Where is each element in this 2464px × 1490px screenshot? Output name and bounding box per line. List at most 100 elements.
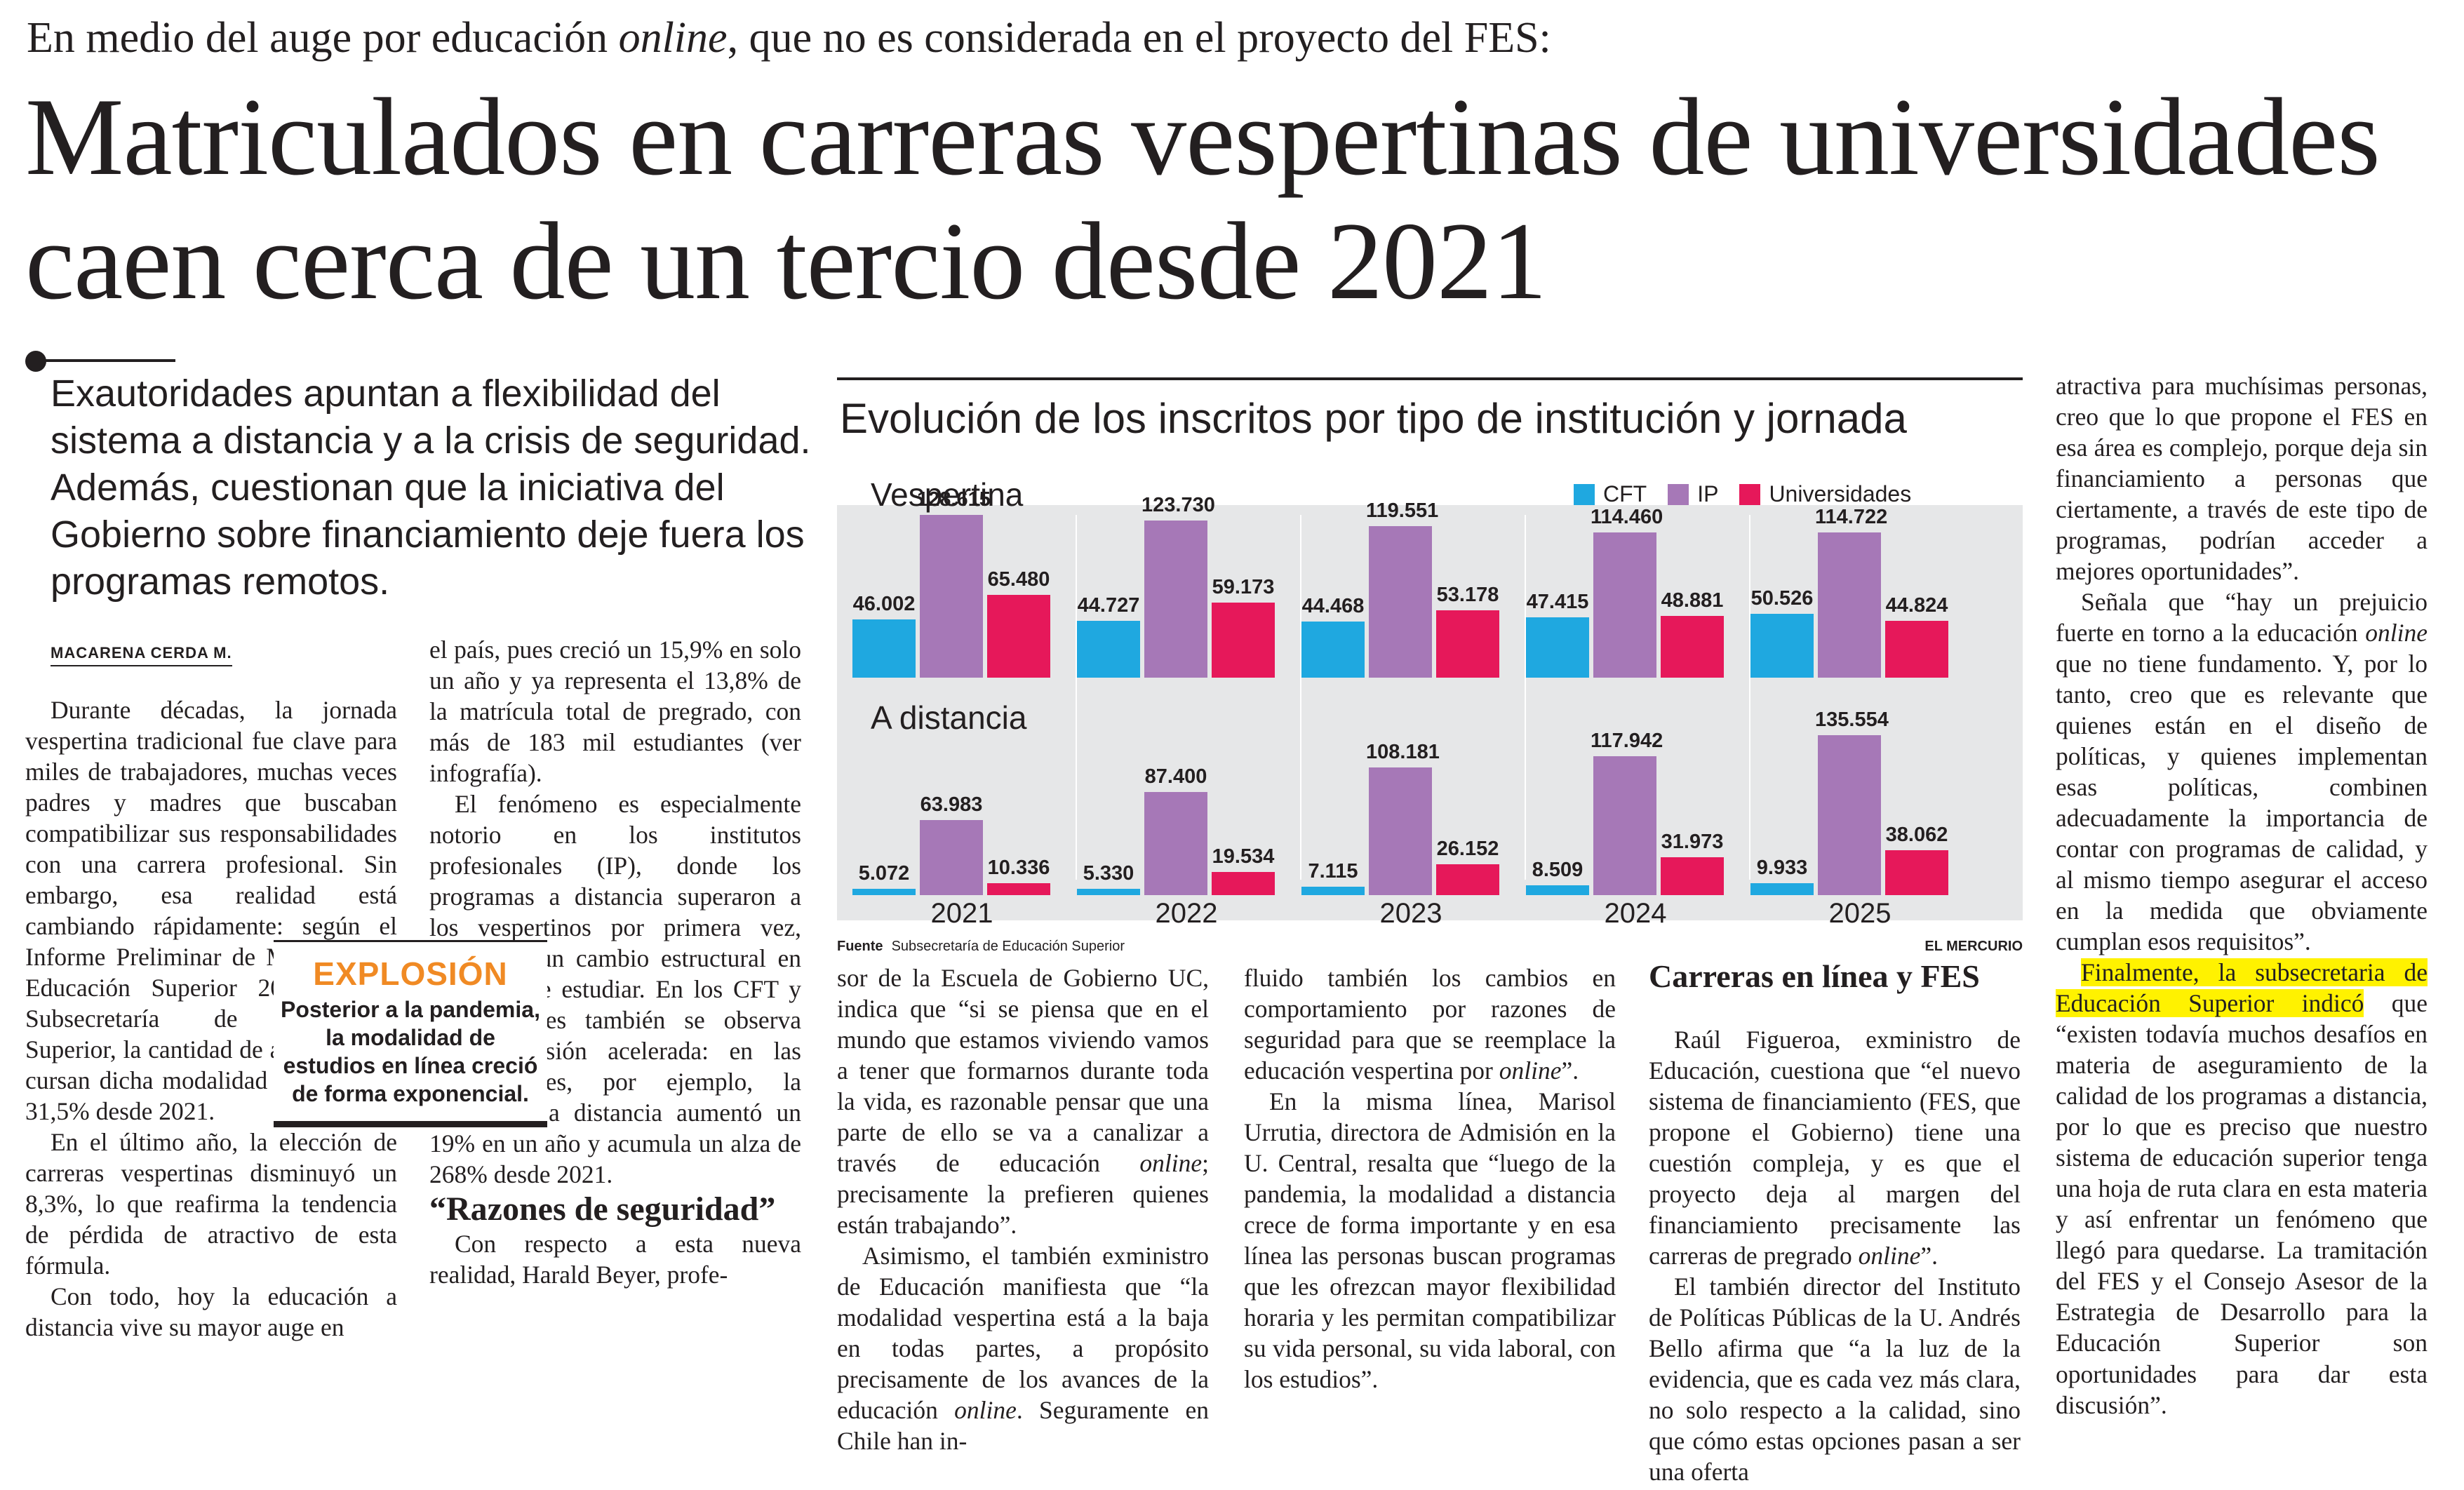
byline: MACARENA CERDA M. [51, 644, 232, 666]
text-run: ; precisamente la prefieren quienes está… [837, 1149, 1209, 1240]
column-6: atractiva para muchísimas personas, creo… [2056, 370, 2428, 1421]
data-label: 46.002 [852, 592, 916, 615]
data-label: 50.526 [1750, 586, 1814, 610]
data-label: 7.115 [1308, 860, 1358, 883]
group-separator [1525, 515, 1526, 880]
bar-a_distancia-cft-2025 [1750, 883, 1814, 895]
paragraph: El fenómeno es especialmente notorio en … [429, 790, 801, 1189]
data-label: 119.551 [1366, 499, 1439, 522]
group-separator [1749, 515, 1750, 880]
headline: Matriculados en carreras vespertinas de … [25, 76, 2381, 323]
bar-vespertina-universidades-2023 [1436, 610, 1499, 678]
bar-a_distancia-universidades-2023 [1436, 864, 1499, 895]
paragraph: el país, pues creció un 15,9% en solo un… [429, 636, 801, 788]
group-label-distancia: A distancia [871, 699, 1027, 736]
rule-line [42, 359, 175, 362]
bar-vespertina-ip-2024 [1593, 532, 1656, 678]
bar-a_distancia-universidades-2021 [987, 882, 1050, 895]
data-label: 63.983 [920, 793, 983, 816]
text-italic: online [1499, 1056, 1562, 1085]
text-italic: online [2365, 619, 2428, 647]
paragraph: sor de la Escuela de Gobierno UC, indica… [837, 962, 1209, 1240]
data-label: 123.730 [1141, 494, 1215, 517]
column-2: el país, pues creció un 15,9% en solo un… [429, 634, 801, 1291]
data-label: 65.480 [987, 568, 1050, 591]
bar-a_distancia-cft-2021 [852, 889, 916, 895]
data-label: 114.460 [1591, 506, 1663, 529]
pull-quote-box: EXPLOSIÓN Posterior a la pandemia, la mo… [274, 940, 547, 1127]
group-label-vespertina: Vespertina [871, 476, 1024, 513]
source-text: Subsecretaría de Educación Superior [891, 939, 1125, 954]
bar-vespertina-cft-2025 [1750, 613, 1814, 678]
paragraph: Raúl Figueroa, exministro de Educación, … [1649, 1024, 2021, 1271]
box-title: EXPLOSIÓN [313, 955, 508, 992]
data-label: 44.468 [1301, 594, 1365, 617]
data-label: 59.173 [1212, 576, 1275, 599]
chart-source: Fuente Subsecretaría de Educación Superio… [837, 939, 2023, 967]
legend-label: Universidades [1769, 481, 1912, 506]
group-separator [1300, 515, 1301, 880]
bar-vespertina-ip-2023 [1369, 525, 1432, 678]
year-label: 2023 [1379, 898, 1442, 929]
text-run: Asimismo, el también exministro de Educa… [837, 1242, 1209, 1425]
text-run: que “existen todavía muchos desafíos en … [2056, 989, 2428, 1419]
chart-credit: EL MERCURIO [1924, 939, 2023, 954]
bar-vespertina-universidades-2021 [987, 594, 1050, 678]
legend-item-universidades: Universidades [1739, 481, 1911, 507]
paragraph: En la misma línea, Marisol Urrutia, dire… [1244, 1087, 1616, 1394]
box-text: Posterior a la pandemia, la modalidad de… [281, 997, 540, 1106]
data-label: 26.152 [1436, 838, 1499, 861]
legend-label: CFT [1603, 481, 1647, 506]
paragraph: Asimismo, el también exministro de Educa… [837, 1240, 1209, 1456]
data-label: 135.554 [1815, 709, 1889, 732]
paragraph: Con respecto a esta nueva realidad, Hara… [429, 1230, 801, 1289]
text-run: Señala que “hay un prejuicio fuerte en t… [2056, 588, 2428, 647]
bar-a_distancia-cft-2023 [1301, 887, 1365, 895]
column-3: sor de la Escuela de Gobierno UC, indica… [837, 962, 1209, 1456]
year-label: 2022 [1155, 898, 1218, 929]
bar-a_distancia-universidades-2025 [1885, 850, 1948, 895]
column-5: Raúl Figueroa, exministro de Educación, … [1649, 1024, 2021, 1487]
bar-a_distancia-ip-2024 [1593, 756, 1656, 895]
bar-vespertina-cft-2022 [1077, 621, 1140, 678]
legend-label: IP [1697, 481, 1719, 506]
data-label: 128.615 [917, 488, 991, 511]
data-label: 8.509 [1532, 858, 1583, 881]
legend-swatch [1574, 483, 1595, 505]
bar-vespertina-cft-2024 [1526, 617, 1589, 678]
data-label: 108.181 [1366, 741, 1440, 764]
text-run: ”. [1920, 1242, 1938, 1270]
data-label: 117.942 [1591, 730, 1663, 753]
data-label: 5.330 [1083, 862, 1134, 885]
legend-item-ip: IP [1668, 481, 1718, 507]
data-label: 38.062 [1885, 824, 1948, 847]
bar-vespertina-ip-2022 [1144, 521, 1207, 678]
bar-vespertina-universidades-2025 [1885, 620, 1948, 678]
data-label: 31.973 [1661, 831, 1724, 854]
bar-vespertina-cft-2021 [852, 619, 916, 678]
column-4: fluido también los cambios en comportami… [1244, 962, 1616, 1395]
kicker-text-end: , que no es considerada en el proyecto d… [727, 14, 1551, 62]
paragraph: Con todo, hoy la educación a distancia v… [25, 1282, 397, 1342]
paragraph: Señala que “hay un prejuicio fuerte en t… [2056, 586, 2428, 957]
bar-a_distancia-cft-2024 [1526, 885, 1589, 895]
bar-a_distancia-ip-2025 [1818, 735, 1881, 895]
text-italic: online [954, 1396, 1017, 1425]
data-label: 48.881 [1661, 589, 1724, 612]
data-label: 87.400 [1144, 765, 1207, 788]
text-run: que no tiene fundamento. Y, por lo tanto… [2056, 650, 2428, 956]
year-label: 2024 [1604, 898, 1667, 929]
bar-vespertina-ip-2025 [1818, 532, 1881, 678]
kicker: En medio del auge por educación online, … [27, 14, 2426, 62]
kicker-italic: online [618, 14, 728, 62]
source-label: Fuente [837, 939, 883, 954]
paragraph: Finalmente, la subsecretaria de Educació… [2056, 957, 2428, 1420]
text-italic: online [1139, 1149, 1203, 1178]
text-run: . Seguramente en Chile han in- [837, 1396, 1210, 1456]
data-label: 9.933 [1756, 857, 1808, 880]
bar-vespertina-universidades-2024 [1661, 615, 1724, 678]
year-label: 2025 [1828, 898, 1891, 929]
bar-a_distancia-ip-2021 [920, 819, 983, 895]
chart-top-rule [837, 377, 2023, 380]
